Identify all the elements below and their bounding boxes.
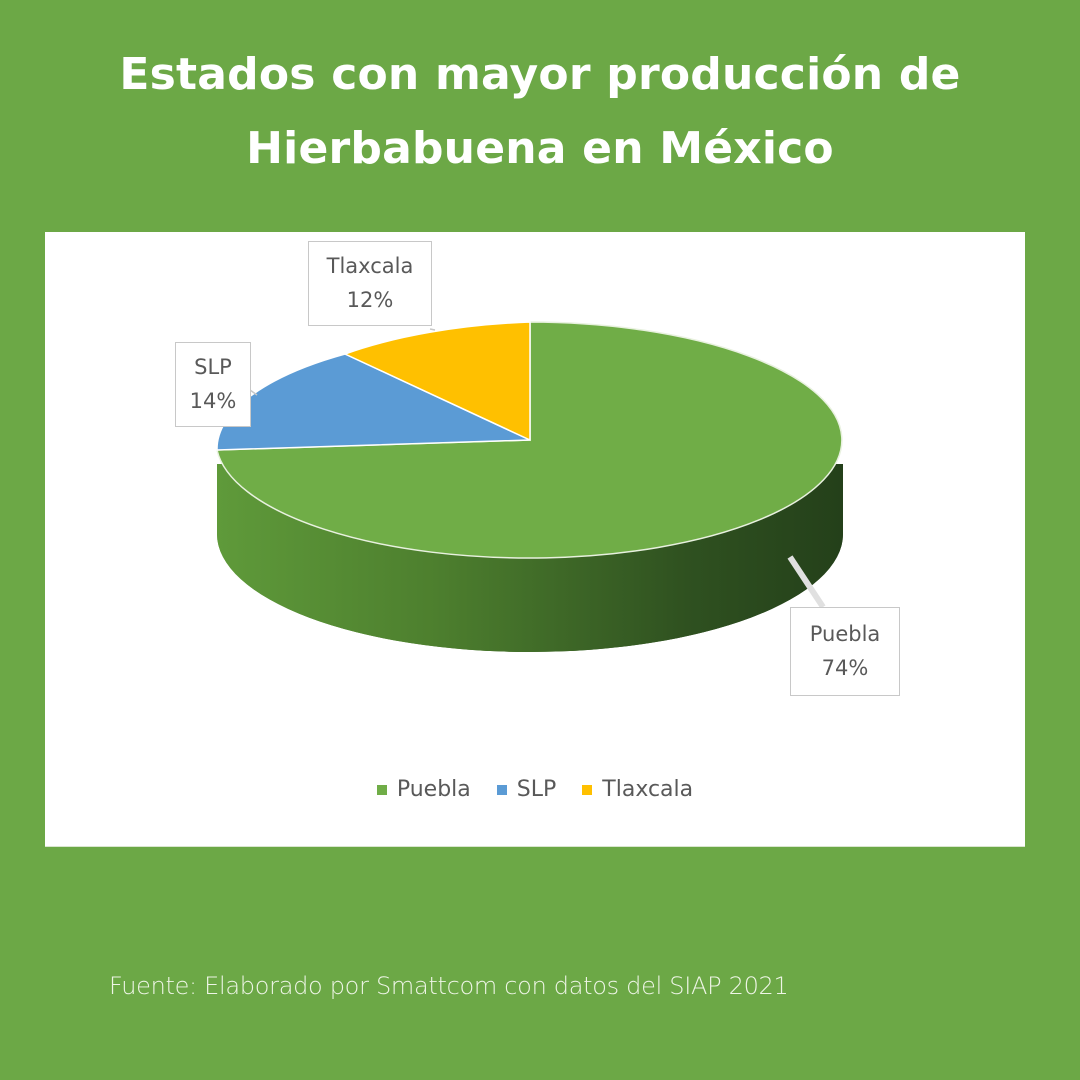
label-slp-name: SLP: [194, 355, 232, 379]
legend-item-puebla[interactable]: Puebla: [376, 777, 471, 802]
data-label-slp: SLP 14%: [175, 342, 251, 427]
legend-item-tlaxcala[interactable]: Tlaxcala: [582, 777, 693, 802]
legend-label-slp: SLP: [516, 777, 557, 802]
legend-label-puebla: Puebla: [396, 777, 471, 802]
data-label-tlaxcala: Tlaxcala 12%: [308, 241, 432, 326]
title-line-1: Estados con mayor producción de: [119, 49, 961, 100]
slice-puebla[interactable]: [216, 321, 843, 559]
chart-panel: Tlaxcala 12% SLP 14% Puebla 74% Puebla S…: [45, 232, 1025, 846]
legend-swatch-puebla: [376, 784, 387, 795]
source-note: Fuente: Elaborado por Smattcom con datos…: [109, 972, 789, 1000]
legend-item-slp[interactable]: SLP: [496, 777, 557, 802]
chart-legend: Puebla SLP Tlaxcala: [45, 777, 1025, 802]
label-slp-value: 14%: [189, 389, 237, 413]
leader-line-tlaxcala: [429, 328, 436, 331]
label-puebla-value: 74%: [821, 656, 869, 680]
legend-swatch-tlaxcala: [582, 784, 593, 795]
chart-title: Estados con mayor producción de Hierbabu…: [0, 38, 1080, 186]
leader-line-slp: [249, 389, 258, 396]
leader-line-puebla: [787, 555, 826, 609]
title-line-2: Hierbabuena en México: [246, 123, 834, 174]
label-puebla-name: Puebla: [809, 622, 881, 646]
label-tlaxcala-value: 12%: [346, 288, 394, 312]
legend-label-tlaxcala: Tlaxcala: [602, 777, 694, 802]
slice-tlaxcala[interactable]: [343, 321, 531, 442]
pie-chart: [216, 321, 843, 652]
data-label-puebla: Puebla 74%: [790, 607, 900, 696]
legend-swatch-slp: [496, 784, 507, 795]
label-tlaxcala-name: Tlaxcala: [326, 254, 414, 278]
